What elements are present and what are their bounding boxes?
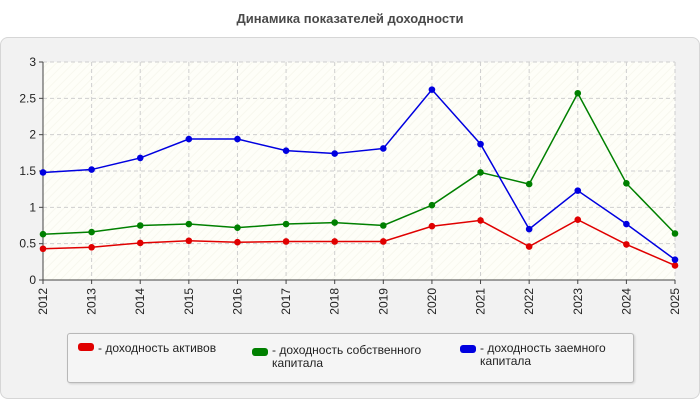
x-tick-label: 2015 <box>182 288 196 315</box>
data-point-2 <box>477 140 484 148</box>
data-point-1 <box>185 220 193 228</box>
data-point-2 <box>39 169 47 176</box>
data-point-2 <box>525 225 533 233</box>
data-point-0 <box>331 238 338 245</box>
data-point-0 <box>380 238 387 245</box>
data-point-0 <box>39 245 47 253</box>
data-point-0 <box>428 222 436 230</box>
data-point-1 <box>477 169 484 176</box>
legend-swatch-debt <box>460 345 476 353</box>
data-point-0 <box>88 244 95 251</box>
data-point-2 <box>234 135 241 143</box>
chart-title: Динамика показателей доходности <box>236 11 464 26</box>
x-tick-label: 2023 <box>571 288 585 315</box>
data-point-1 <box>88 228 95 236</box>
x-tick-label: 2019 <box>376 288 390 315</box>
x-tick-label: 2021 <box>474 288 488 315</box>
x-tick-label: 2012 <box>36 288 50 315</box>
data-point-1 <box>671 230 679 237</box>
x-tick-label: 2025 <box>668 288 682 315</box>
x-tick-label: 2024 <box>619 288 633 315</box>
data-point-2 <box>88 166 95 173</box>
y-tick-label: 1 <box>29 200 36 214</box>
data-point-0 <box>477 217 484 224</box>
series-line-2 <box>42 88 676 261</box>
legend-swatch-assets <box>78 343 94 351</box>
legend-item-assets: - доходность активов <box>78 342 248 355</box>
data-point-0 <box>671 262 679 269</box>
data-point-2 <box>136 154 144 162</box>
data-point-0 <box>574 216 582 223</box>
series-line-0 <box>42 218 676 267</box>
chart-legend: - доходность активов - доходность собств… <box>67 333 634 383</box>
data-point-0 <box>185 237 193 245</box>
x-tick-label: 2020 <box>425 288 439 315</box>
data-point-2 <box>380 145 387 152</box>
data-point-0 <box>282 238 290 245</box>
data-point-2 <box>428 86 436 93</box>
y-tick-label: 0 <box>29 273 36 287</box>
data-point-1 <box>39 230 47 238</box>
data-point-1 <box>234 224 241 231</box>
series-line-1 <box>42 91 676 235</box>
legend-label-assets: - доходность активов <box>98 341 217 355</box>
y-tick-label: 0.5 <box>19 237 36 251</box>
x-tick-label: 2013 <box>85 288 99 315</box>
x-tick-label: 2022 <box>522 288 536 315</box>
data-point-1 <box>623 180 630 187</box>
data-point-1 <box>136 222 144 229</box>
data-point-2 <box>185 135 193 143</box>
data-point-1 <box>428 201 436 209</box>
data-point-1 <box>331 219 338 226</box>
data-point-2 <box>574 187 582 194</box>
data-point-0 <box>234 238 241 246</box>
y-tick-label: 3 <box>29 55 36 69</box>
data-point-2 <box>623 220 630 228</box>
data-point-2 <box>331 150 338 157</box>
legend-item-debt: - доходность заемного капитала <box>460 342 625 368</box>
x-tick-label: 2016 <box>230 288 244 315</box>
data-point-1 <box>525 180 533 188</box>
data-point-2 <box>282 147 290 154</box>
data-point-0 <box>136 239 144 247</box>
legend-swatch-equity <box>252 348 268 356</box>
y-tick-label: 2 <box>29 128 36 142</box>
data-point-1 <box>282 220 290 228</box>
legend-label-equity: - доходность собственного капитала <box>272 343 422 370</box>
y-tick-label: 2.5 <box>19 91 36 105</box>
data-point-1 <box>380 222 387 229</box>
x-tick-label: 2014 <box>133 288 147 315</box>
x-tick-label: 2017 <box>279 288 293 315</box>
x-tick-label: 2018 <box>328 288 342 315</box>
data-point-0 <box>525 243 533 250</box>
legend-item-equity: - доходность собственного капитала <box>252 342 442 370</box>
data-point-0 <box>623 241 630 248</box>
data-point-1 <box>574 89 582 97</box>
data-point-2 <box>671 256 679 263</box>
legend-label-debt: - доходность заемного капитала <box>480 341 606 368</box>
y-tick-label: 1.5 <box>19 164 36 178</box>
